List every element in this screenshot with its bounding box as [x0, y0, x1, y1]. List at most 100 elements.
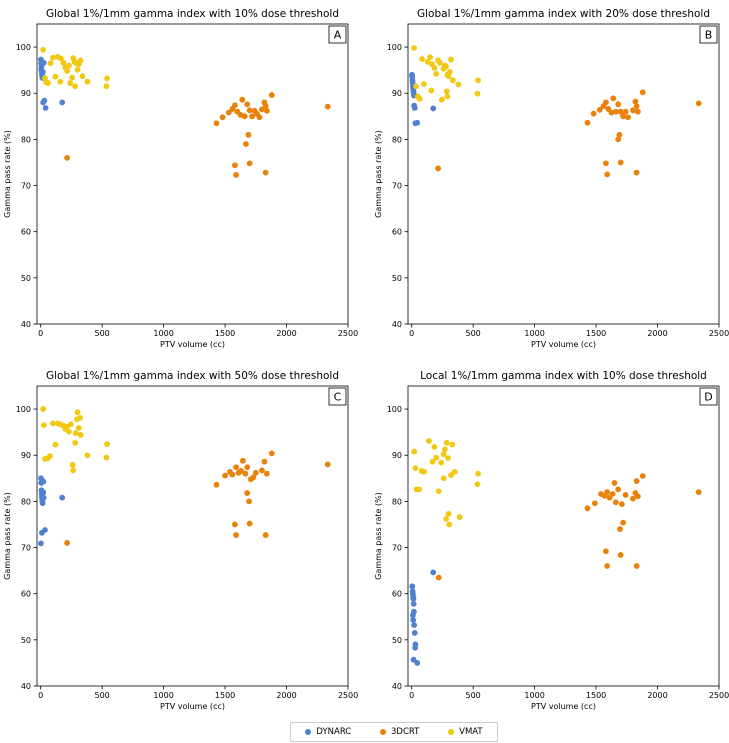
x-axis-label: PTV volume (cc) — [160, 702, 225, 711]
data-point-vmat — [427, 54, 434, 61]
panel-letter-box — [328, 387, 347, 406]
x-tick-label: 1500 — [215, 691, 235, 700]
data-point-3dcrt — [634, 493, 641, 500]
data-point-dynarc — [411, 105, 418, 111]
series-3dcrt — [64, 450, 331, 546]
data-point-dynarc — [410, 617, 417, 623]
y-tick-label: 70 — [21, 544, 31, 553]
data-point-3dcrt — [232, 162, 238, 169]
data-point-dynarc — [40, 69, 46, 75]
y-tick-label: 50 — [21, 636, 31, 645]
panel-letter: A — [334, 29, 342, 42]
x-tick-label: 1000 — [524, 691, 544, 700]
data-point-3dcrt — [630, 495, 636, 502]
data-point-vmat — [74, 409, 81, 416]
data-point-dynarc — [39, 500, 46, 507]
data-point-vmat — [72, 439, 79, 446]
chart-panel-a: Global 1%/1mm gamma index with 10% dose … — [3, 8, 358, 349]
data-point-3dcrt — [222, 472, 228, 479]
data-point-vmat — [50, 54, 56, 61]
data-point-vmat — [431, 64, 438, 71]
data-point-3dcrt — [609, 491, 616, 497]
data-point-vmat — [47, 453, 53, 460]
data-point-vmat — [52, 441, 59, 448]
data-point-vmat — [449, 441, 456, 448]
data-point-vmat — [475, 77, 481, 84]
data-point-vmat — [40, 406, 47, 412]
y-tick-label: 50 — [392, 636, 402, 645]
x-tick-label: 1000 — [153, 329, 173, 338]
data-point-3dcrt — [633, 169, 640, 176]
data-point-vmat — [77, 414, 83, 421]
data-point-vmat — [431, 444, 438, 450]
data-point-3dcrt — [213, 481, 220, 488]
data-point-vmat — [449, 77, 456, 84]
x-tick-label: 500 — [466, 691, 481, 700]
data-point-3dcrt — [261, 458, 268, 465]
data-point-3dcrt — [259, 467, 265, 474]
data-point-vmat — [429, 458, 436, 465]
data-point-3dcrt — [244, 490, 251, 496]
data-point-3dcrt — [213, 120, 220, 127]
data-point-3dcrt — [435, 165, 442, 172]
x-tick-label: 2500 — [338, 329, 358, 338]
data-point-vmat — [75, 425, 82, 431]
series-3dcrt — [64, 92, 331, 178]
data-point-vmat — [50, 420, 56, 427]
data-point-3dcrt — [633, 103, 640, 110]
panel-letter-box — [328, 25, 347, 44]
data-point-3dcrt — [246, 520, 253, 527]
x-axis-label: PTV volume (cc) — [531, 702, 596, 711]
data-point-3dcrt — [608, 109, 615, 116]
y-tick-label: 50 — [392, 274, 402, 283]
data-point-vmat — [440, 475, 447, 482]
data-point-3dcrt — [225, 109, 232, 116]
data-point-vmat — [445, 510, 452, 517]
data-point-3dcrt — [603, 548, 609, 555]
y-tick-label: 80 — [392, 497, 402, 506]
data-point-vmat — [474, 481, 481, 488]
chart-title: Global 1%/1mm gamma index with 20% dose … — [417, 8, 710, 20]
data-point-vmat — [67, 421, 74, 428]
data-point-3dcrt — [584, 119, 591, 126]
data-point-3dcrt — [632, 98, 639, 105]
data-point-vmat — [77, 432, 84, 438]
data-point-3dcrt — [229, 471, 236, 478]
data-point-vmat — [66, 62, 72, 69]
x-tick-label: 2000 — [647, 329, 667, 338]
y-tick-label: 100 — [16, 43, 31, 52]
data-point-3dcrt — [633, 478, 640, 484]
data-point-vmat — [57, 78, 64, 85]
data-point-vmat — [66, 428, 72, 435]
data-point-3dcrt — [245, 131, 252, 138]
data-point-3dcrt — [246, 160, 253, 167]
data-point-3dcrt — [435, 574, 442, 581]
data-point-3dcrt — [612, 499, 619, 506]
x-axis-label: PTV volume (cc) — [160, 340, 225, 349]
data-point-3dcrt — [630, 107, 636, 114]
data-point-3dcrt — [591, 500, 598, 507]
legend-marker-vmat — [448, 729, 455, 735]
y-axis-label: Gamma pass rate (%) — [374, 130, 383, 218]
data-point-vmat — [456, 514, 463, 520]
data-point-3dcrt — [604, 171, 611, 178]
data-point-dynarc — [410, 612, 416, 619]
data-point-3dcrt — [618, 501, 625, 508]
panel-letter: D — [704, 391, 712, 404]
y-tick-label: 70 — [392, 544, 402, 553]
data-point-3dcrt — [615, 101, 622, 108]
legend-item-3dcrt: 3DCRT — [380, 727, 419, 737]
data-point-vmat — [47, 60, 54, 67]
data-point-vmat — [437, 59, 443, 66]
data-point-vmat — [451, 468, 458, 475]
y-tick-label: 60 — [21, 228, 31, 237]
data-point-3dcrt — [233, 532, 240, 538]
data-point-3dcrt — [250, 474, 257, 481]
x-tick-label: 1500 — [586, 329, 606, 338]
x-tick-label: 0 — [38, 329, 43, 338]
data-point-vmat — [411, 45, 418, 51]
y-tick-label: 60 — [392, 228, 402, 237]
data-point-3dcrt — [634, 108, 641, 115]
data-point-dynarc — [40, 489, 47, 496]
